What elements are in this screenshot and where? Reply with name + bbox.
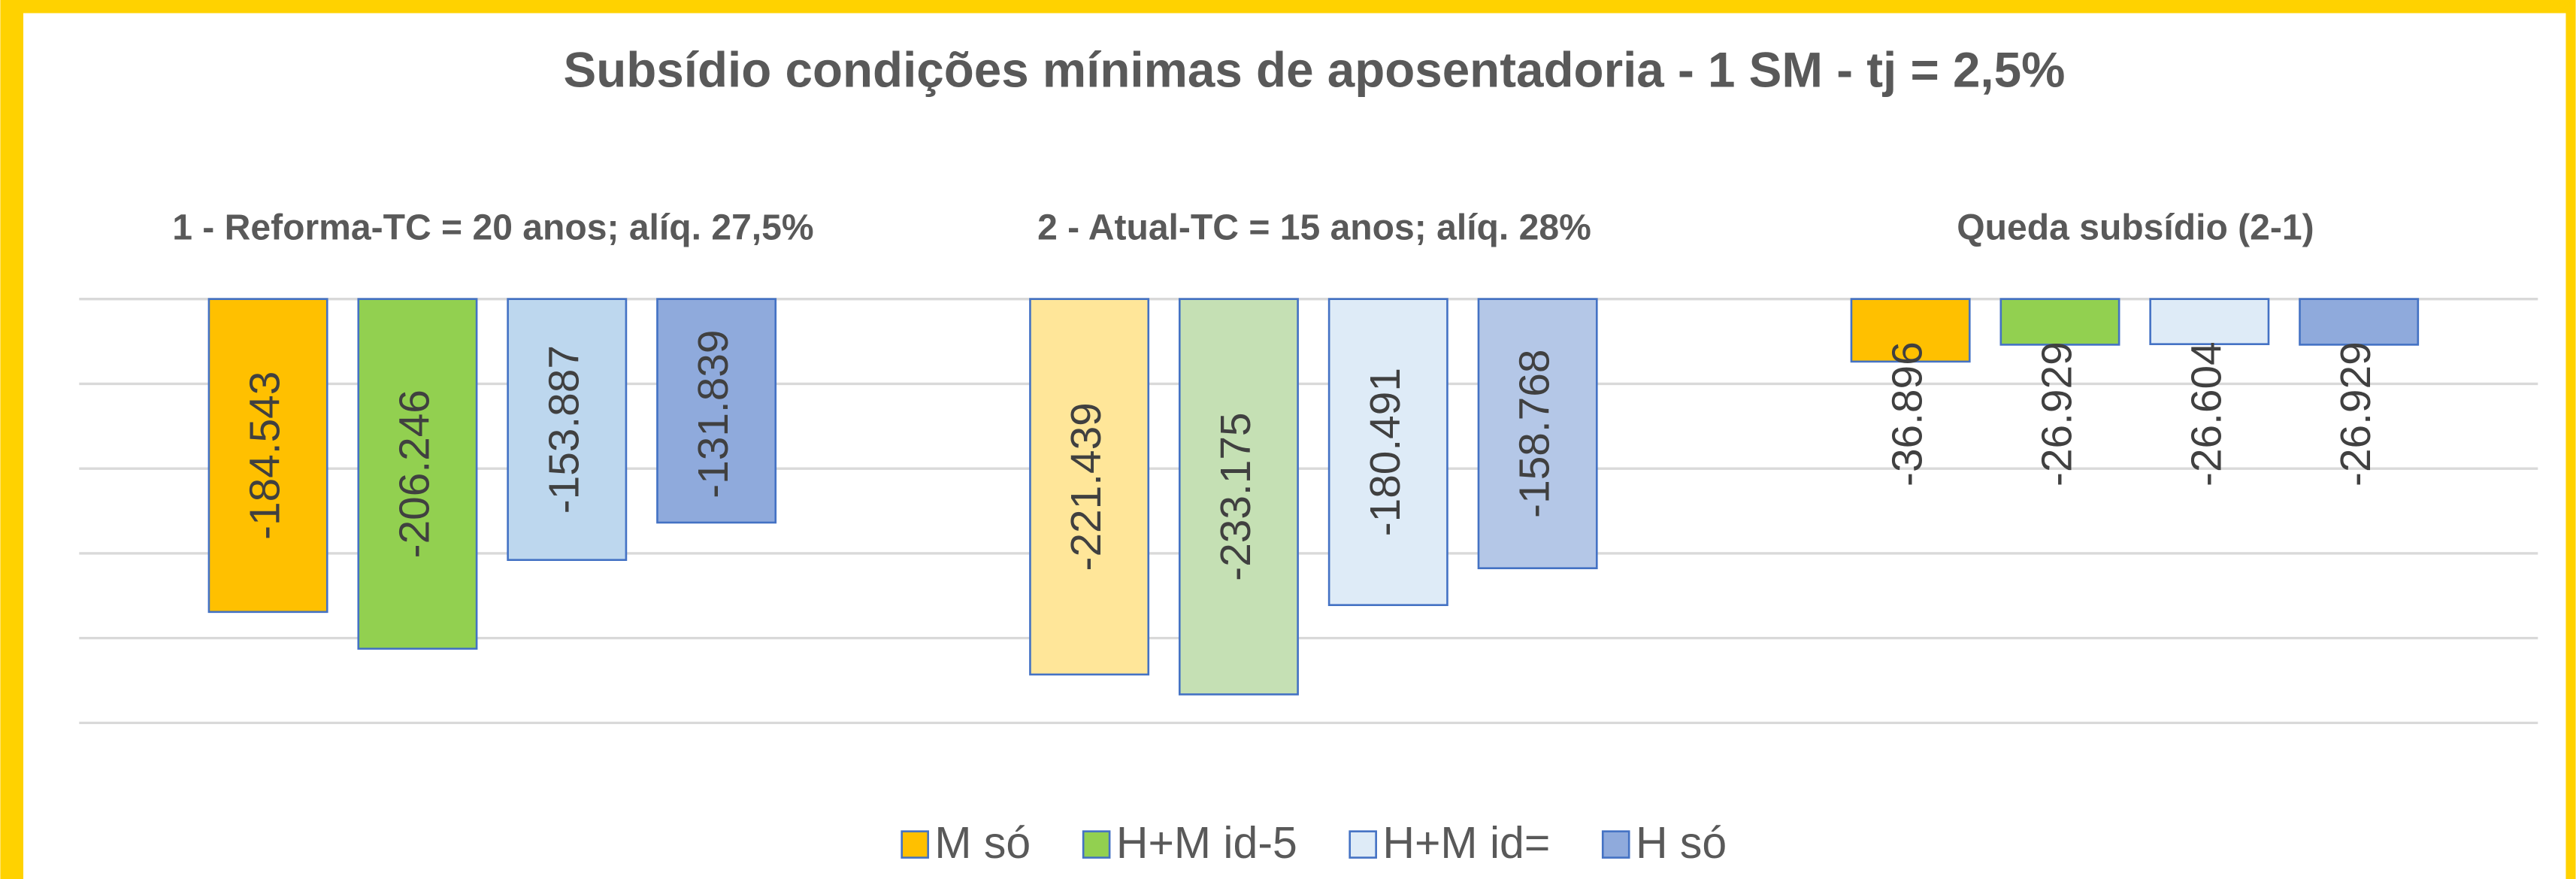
data-label: -180.491 [1362, 368, 1409, 536]
legend-swatch [901, 830, 929, 859]
bar [1477, 298, 1598, 570]
legend-label: M só [934, 818, 1031, 868]
bar [1850, 298, 1971, 363]
data-label: -26.604 [2183, 341, 2230, 486]
data-label: -184.543 [242, 371, 289, 540]
data-label: -131.839 [690, 330, 737, 499]
category-label: Queda subsídio (2-1) [1957, 208, 2314, 248]
legend-swatch [1082, 830, 1111, 859]
data-label: -26.929 [2033, 341, 2081, 486]
legend-swatch [1349, 830, 1377, 859]
bar [656, 298, 777, 524]
bar [2149, 298, 2270, 345]
legend-swatch [1601, 830, 1630, 859]
chart-title: Subsídio condições mínimas de aposentado… [564, 43, 2066, 98]
data-label: -36.896 [1884, 341, 1932, 486]
bar [507, 298, 628, 561]
bar [1999, 298, 2120, 346]
category-label: 2 - Atual-TC = 15 anos; alíq. 28% [1037, 208, 1591, 248]
bar [1029, 298, 1150, 676]
legend-label: H só [1636, 818, 1727, 868]
bar [1327, 298, 1448, 606]
bar [1178, 298, 1299, 696]
data-label: -233.175 [1212, 412, 1260, 580]
data-label: -158.768 [1512, 350, 1559, 518]
data-label: -153.887 [540, 345, 588, 514]
bar [2299, 298, 2420, 346]
data-label: -26.929 [2332, 341, 2380, 486]
bar [207, 298, 328, 614]
data-label: -206.246 [391, 389, 438, 558]
legend-label: H+M id-5 [1116, 818, 1297, 868]
data-label: -221.439 [1063, 402, 1110, 571]
legend-label: H+M id= [1382, 818, 1550, 868]
category-label: 1 - Reforma-TC = 20 anos; alíq. 27,5% [172, 208, 813, 248]
bar [357, 298, 478, 650]
